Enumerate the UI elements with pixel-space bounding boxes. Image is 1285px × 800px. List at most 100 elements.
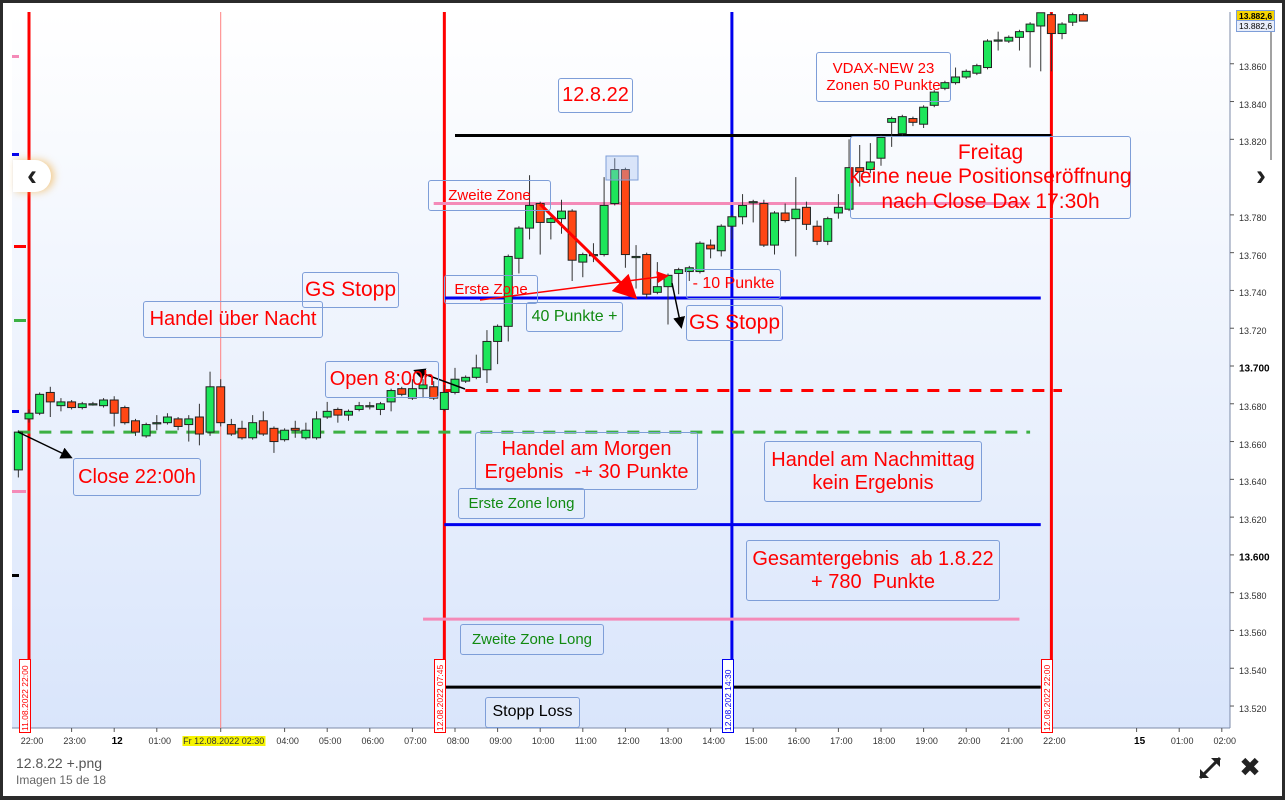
previous-image-button[interactable]: ‹ bbox=[13, 160, 51, 192]
candle-body bbox=[205, 386, 215, 433]
candle bbox=[844, 139, 854, 212]
candle bbox=[248, 415, 258, 440]
x-tick-label: 08:00 bbox=[446, 736, 470, 746]
marker-red bbox=[14, 245, 26, 248]
candle bbox=[439, 384, 449, 412]
candle-body bbox=[887, 118, 897, 123]
candle-body bbox=[280, 429, 290, 441]
candle bbox=[375, 401, 385, 416]
candle bbox=[940, 80, 950, 91]
candle bbox=[131, 418, 140, 436]
y-tick-label: 13.540 bbox=[1239, 666, 1267, 677]
candle bbox=[194, 403, 204, 446]
candle-body bbox=[269, 427, 279, 443]
annotation-afternoon: Handel am Nachmittag kein Ergebnis bbox=[764, 441, 982, 502]
candle bbox=[312, 411, 322, 440]
candle-body bbox=[525, 204, 535, 229]
candle bbox=[226, 418, 236, 436]
candle bbox=[716, 224, 726, 257]
x-tick-label: 20:00 bbox=[957, 736, 981, 746]
candle-body bbox=[258, 420, 268, 435]
plot-background bbox=[12, 12, 1230, 728]
x-tick-label: 04:00 bbox=[276, 736, 299, 746]
annotation-second-zone-long: Zweite Zone Long bbox=[460, 624, 604, 655]
candle bbox=[24, 409, 34, 423]
candle bbox=[280, 428, 290, 442]
candle-body bbox=[514, 227, 524, 259]
arrow-gs-stop bbox=[671, 282, 686, 329]
candle bbox=[1004, 35, 1014, 43]
candle bbox=[418, 379, 428, 399]
candle bbox=[897, 114, 907, 136]
x-tick-label: 07:00 bbox=[404, 736, 427, 746]
y-tick-label: 13.820 bbox=[1239, 137, 1267, 148]
candle-body bbox=[24, 412, 34, 420]
annotation-vdax: VDAX-NEW 23 Zonen 50 Punkte bbox=[816, 52, 951, 102]
candle-body bbox=[13, 431, 23, 471]
vertical-line-date-label: 12.08.202 14:30 bbox=[721, 659, 734, 733]
candle bbox=[620, 167, 630, 268]
candle-body bbox=[461, 376, 471, 382]
candle-body bbox=[738, 204, 748, 218]
x-tick-label: 12 bbox=[111, 736, 123, 747]
candle bbox=[397, 386, 407, 397]
next-image-button[interactable]: › bbox=[1248, 160, 1274, 192]
x-tick-label: 05:00 bbox=[318, 736, 342, 746]
candle-body bbox=[695, 242, 705, 273]
candle-body bbox=[716, 225, 726, 252]
candle-body bbox=[386, 390, 396, 403]
close-button[interactable]: ✖ bbox=[1236, 753, 1264, 781]
candle bbox=[35, 392, 45, 416]
candle-body bbox=[429, 386, 439, 399]
candle bbox=[365, 401, 375, 410]
candle-body bbox=[652, 286, 662, 293]
candle-body bbox=[439, 391, 449, 410]
candle bbox=[557, 199, 566, 234]
x-tick-label: 23:00 bbox=[63, 736, 86, 746]
candle-body bbox=[365, 405, 375, 408]
y-tick-label: 13.740 bbox=[1239, 288, 1267, 299]
candle-body bbox=[578, 254, 588, 263]
y-tick-label: 13.580 bbox=[1239, 590, 1267, 601]
candle-body bbox=[748, 201, 758, 204]
candle bbox=[141, 422, 151, 438]
candle-body bbox=[865, 161, 875, 171]
candle bbox=[887, 116, 897, 147]
fullscreen-button[interactable] bbox=[1197, 755, 1223, 781]
x-tick-label: 01:00 bbox=[148, 736, 172, 746]
arrows bbox=[17, 202, 686, 459]
candle bbox=[482, 330, 492, 384]
candle-body bbox=[77, 403, 87, 409]
candle bbox=[1025, 22, 1035, 68]
candle bbox=[344, 409, 353, 421]
candle bbox=[471, 354, 481, 380]
candle bbox=[184, 415, 194, 442]
candle bbox=[333, 407, 343, 423]
candle bbox=[88, 401, 98, 406]
y-tick-label: 13.720 bbox=[1239, 326, 1267, 337]
candle bbox=[67, 400, 77, 410]
candle-body bbox=[301, 429, 311, 439]
candle bbox=[290, 420, 300, 438]
annotation-stop-loss: Stopp Loss bbox=[485, 697, 580, 728]
candle bbox=[759, 199, 769, 247]
candle-body bbox=[141, 424, 151, 437]
annotation-friday: Freitag keine neue Positionseröffnung na… bbox=[849, 136, 1132, 219]
candle-body bbox=[322, 410, 332, 418]
arrow-first-zone-to-entry bbox=[479, 271, 669, 301]
candle bbox=[77, 401, 87, 410]
marker-pink-2 bbox=[12, 490, 26, 493]
candle bbox=[951, 67, 961, 85]
candle bbox=[56, 398, 66, 412]
candle bbox=[727, 214, 737, 240]
x-tick-label: 21:00 bbox=[1000, 736, 1024, 746]
candle bbox=[801, 201, 811, 230]
candle bbox=[1014, 29, 1024, 51]
left-edge-markers bbox=[12, 55, 26, 577]
candle-body bbox=[248, 422, 258, 439]
candle-body bbox=[493, 325, 503, 342]
y-tick-label: 13.560 bbox=[1239, 628, 1267, 639]
candle bbox=[812, 220, 822, 246]
candle-body bbox=[1036, 12, 1046, 27]
candle bbox=[855, 144, 865, 187]
